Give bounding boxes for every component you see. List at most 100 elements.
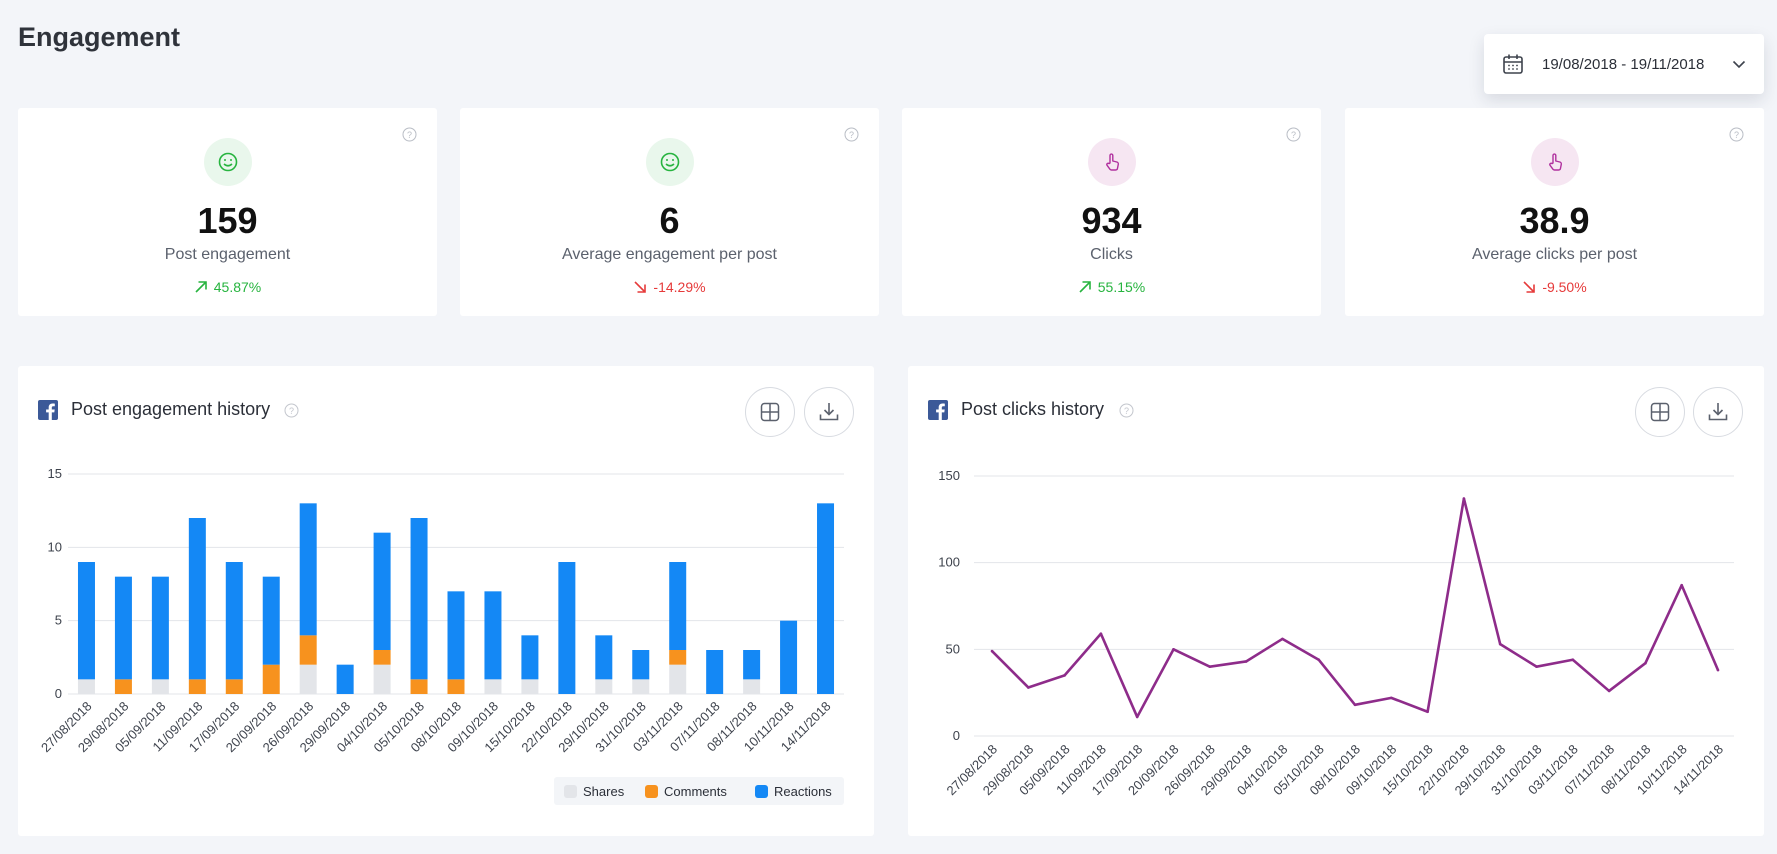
download-button[interactable] <box>1693 387 1743 437</box>
data-point <box>1208 665 1212 668</box>
data-point <box>1535 665 1538 668</box>
bar-reactions <box>410 518 428 680</box>
bar-comments <box>114 679 132 694</box>
facebook-icon <box>38 400 58 420</box>
data-point <box>1498 642 1502 646</box>
kpi-icon-badge <box>203 138 252 186</box>
data-point <box>1644 661 1647 665</box>
y-tick-label: 50 <box>946 641 960 656</box>
data-point <box>1390 696 1393 700</box>
facebook-icon <box>928 400 948 420</box>
data-point <box>1607 689 1611 693</box>
date-range-value: 19/08/2018 - 19/11/2018 <box>1542 55 1705 73</box>
legend-label: Shares <box>583 784 625 799</box>
data-point <box>1027 686 1030 689</box>
help-icon[interactable]: ? <box>844 127 859 142</box>
bar-shares <box>743 679 761 694</box>
bar-comments <box>225 679 243 694</box>
bar-reactions <box>151 576 169 680</box>
arrow-down-right-icon <box>1523 281 1536 293</box>
download-icon <box>1708 403 1728 421</box>
bar-reactions <box>595 635 613 680</box>
bar-reactions <box>188 518 206 680</box>
help-icon[interactable]: ? <box>1729 127 1744 142</box>
grid-icon <box>760 402 780 422</box>
kpi-delta: -9.50% <box>1345 279 1764 295</box>
help-icon[interactable]: ? <box>1119 403 1134 418</box>
bar-shares <box>521 679 539 694</box>
calendar-icon <box>1503 54 1523 74</box>
data-point <box>1571 658 1575 662</box>
y-tick-label: 15 <box>48 466 62 481</box>
panel-title: Post clicks history <box>961 399 1105 419</box>
kpi-label: Clicks <box>1090 246 1133 263</box>
bar-reactions <box>299 503 317 636</box>
post-engagement-chart: 05101527/08/201829/08/201805/09/201811/0… <box>38 466 844 805</box>
bar-comments <box>262 664 280 694</box>
svg-text:?: ? <box>407 130 412 140</box>
data-point <box>990 649 994 653</box>
bar-reactions <box>77 562 95 680</box>
legend-swatch <box>755 785 768 798</box>
kpi-label: Post engagement <box>164 246 291 263</box>
data-point <box>1317 658 1320 662</box>
arrow-up-right-icon <box>195 281 207 293</box>
bar-reactions <box>558 562 576 694</box>
kpi-delta-value: 55.15% <box>1097 279 1146 295</box>
kpi-value: 38.9 <box>1519 200 1590 241</box>
arrow-down-right-icon <box>634 281 647 293</box>
bar-shares <box>669 664 687 694</box>
y-tick-label: 100 <box>938 555 960 570</box>
table-view-button[interactable] <box>1635 387 1685 437</box>
hand-pointer-icon <box>1105 153 1119 171</box>
data-point <box>1244 660 1248 663</box>
svg-text:?: ? <box>289 406 294 416</box>
grid-icon <box>1650 402 1670 422</box>
bar-reactions <box>336 664 354 694</box>
svg-text:?: ? <box>1291 130 1296 140</box>
legend-swatch <box>645 785 658 798</box>
table-view-button[interactable] <box>745 387 795 437</box>
bar-reactions <box>114 576 132 680</box>
y-tick-label: 150 <box>938 468 960 483</box>
help-icon[interactable]: ? <box>1286 127 1301 142</box>
bar-comments <box>188 679 206 694</box>
help-icon[interactable]: ? <box>402 127 417 142</box>
kpi-card-clicks: ? 934 Clicks 55.15% <box>902 108 1321 316</box>
bar-reactions <box>447 591 465 680</box>
bar-shares <box>595 679 613 694</box>
bar-reactions <box>817 503 835 694</box>
chevron-down-icon <box>1732 60 1746 69</box>
arrow-up-right-icon <box>1079 281 1091 293</box>
panel-title: Post engagement history <box>71 399 271 419</box>
bar-reactions <box>706 650 724 694</box>
bar-reactions <box>632 650 650 680</box>
smile-icon <box>218 152 237 172</box>
svg-text:?: ? <box>849 130 854 140</box>
bar-comments <box>447 679 465 694</box>
data-point <box>1172 648 1175 651</box>
data-point <box>1281 637 1284 641</box>
kpi-delta-value: -14.29% <box>653 279 706 295</box>
kpi-icon-badge <box>645 138 694 186</box>
page-title: Engagement <box>18 22 181 52</box>
bar-comments <box>669 650 687 665</box>
help-icon[interactable]: ? <box>284 403 299 418</box>
data-point <box>1680 583 1683 587</box>
kpi-card-average-engagement: ? 6 Average engagement per post -14.29% <box>460 108 879 316</box>
kpi-value: 6 <box>659 200 680 241</box>
download-button[interactable] <box>804 387 854 437</box>
bar-reactions <box>521 635 539 680</box>
bar-shares <box>484 679 502 694</box>
bar-shares <box>373 664 391 694</box>
kpi-delta-value: -9.50% <box>1542 279 1587 295</box>
bar-comments <box>410 679 428 694</box>
bar-comments <box>299 635 317 665</box>
hand-pointer-icon <box>1548 153 1562 171</box>
legend-box <box>554 777 844 805</box>
y-tick-label: 10 <box>48 539 62 554</box>
bar-reactions <box>669 562 687 650</box>
legend-label: Comments <box>664 784 727 799</box>
date-range-picker[interactable]: 19/08/2018 - 19/11/2018 <box>1484 34 1764 94</box>
y-tick-label: 0 <box>953 728 960 743</box>
